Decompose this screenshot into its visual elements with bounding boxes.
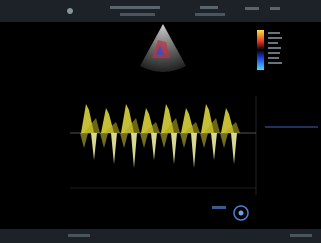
bottom-info	[290, 234, 312, 237]
bottom-info	[68, 234, 90, 237]
top-info	[195, 13, 225, 16]
ultrasound-screen	[0, 0, 321, 243]
top-info	[270, 7, 280, 10]
label	[212, 206, 226, 209]
trackball-icon	[239, 211, 244, 216]
color-bar	[257, 30, 264, 70]
top-icon[interactable]	[67, 8, 73, 14]
top-info	[120, 13, 155, 16]
top-bar	[0, 0, 321, 22]
top-info	[200, 6, 218, 9]
page: (() => { const g = document.getElementBy…	[0, 0, 321, 243]
top-info	[110, 6, 160, 9]
top-info	[245, 7, 259, 10]
bottom-bar	[0, 229, 321, 243]
